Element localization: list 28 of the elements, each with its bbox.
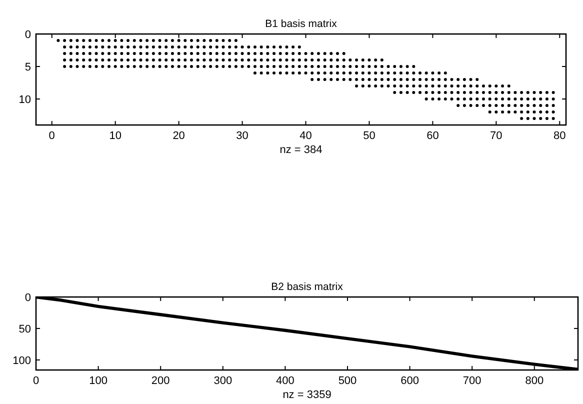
x-axis-title: nz = 384 — [280, 144, 322, 156]
y-tick-label: 100 — [12, 354, 31, 367]
y-tick-label: 5 — [24, 62, 31, 74]
chart-title: B2 basis matrix — [271, 281, 344, 293]
x-tick-label: 700 — [462, 375, 482, 387]
x-axis-title: nz = 3359 — [282, 389, 332, 401]
x-tick-label: 40 — [300, 130, 312, 142]
chart-title: B1 basis matrix — [265, 18, 338, 30]
x-tick-label: 70 — [490, 130, 502, 142]
x-tick-label: 800 — [525, 375, 544, 387]
x-tick-label: 200 — [151, 375, 170, 387]
y-tick-label: 10 — [18, 94, 31, 106]
x-tick-label: 10 — [109, 130, 122, 142]
x-tick-label: 60 — [426, 130, 439, 142]
x-tick-label: 500 — [338, 375, 357, 387]
x-tick-label: 400 — [276, 375, 294, 387]
x-tick-label: 80 — [554, 130, 566, 142]
x-tick-label: 100 — [89, 375, 108, 387]
y-tick-label: 50 — [18, 323, 31, 336]
x-tick-label: 30 — [236, 130, 248, 142]
y-tick-label: 0 — [24, 29, 31, 41]
x-tick-label: 50 — [363, 130, 376, 142]
y-tick-label: 0 — [24, 292, 31, 304]
x-tick-label: 0 — [48, 130, 55, 142]
x-tick-label: 20 — [172, 130, 185, 142]
x-tick-label: 0 — [32, 375, 40, 387]
x-tick-label: 600 — [400, 375, 419, 387]
x-tick-label: 300 — [214, 375, 232, 387]
